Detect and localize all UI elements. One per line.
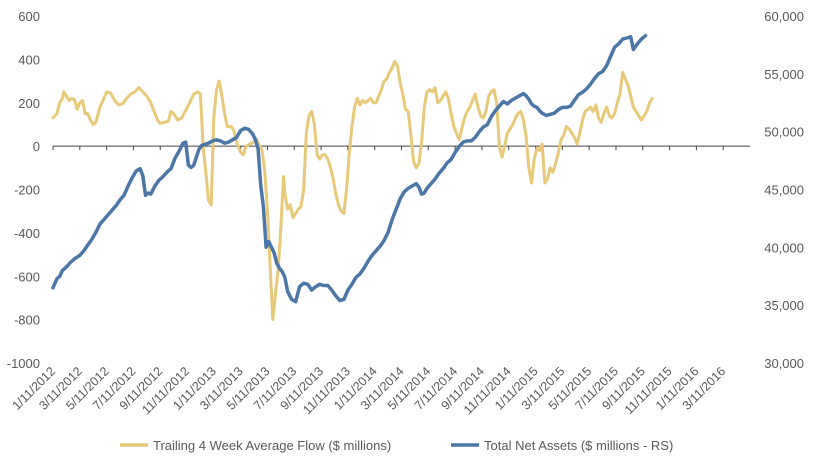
right-tick-label: 40,000 xyxy=(764,240,804,255)
left-tick-label: -600 xyxy=(14,269,40,284)
series-line-trailing-flow xyxy=(51,60,654,322)
left-tick-label: 0 xyxy=(33,139,40,154)
right-tick-label: 60,000 xyxy=(764,9,804,24)
right-tick-label: 30,000 xyxy=(764,356,804,371)
left-tick-label: -200 xyxy=(14,183,40,198)
x-axis-ticks: 1/11/20123/11/20125/11/20127/11/20129/11… xyxy=(10,146,728,417)
legend-label-flow: Trailing 4 Week Average Flow ($ millions… xyxy=(153,438,391,453)
series-layer xyxy=(51,33,654,322)
left-tick-label: 400 xyxy=(18,52,40,67)
left-tick-label: 600 xyxy=(18,9,40,24)
left-axis-ticks: -1000 -800 -600 -400 -200 0 200 400 600 xyxy=(7,9,40,371)
left-tick-label: -800 xyxy=(14,313,40,328)
left-tick-label: -400 xyxy=(14,226,40,241)
left-tick-label: 200 xyxy=(18,96,40,111)
right-tick-label: 45,000 xyxy=(764,183,804,198)
right-tick-label: 35,000 xyxy=(764,298,804,313)
right-tick-label: 55,000 xyxy=(764,67,804,82)
legend: Trailing 4 Week Average Flow ($ millions… xyxy=(120,438,673,453)
right-axis-ticks: 30,000 35,000 40,000 45,000 50,000 55,000 60,0… xyxy=(764,9,804,371)
legend-label-assets: Total Net Assets ($ millions - RS) xyxy=(484,438,673,453)
series-line-total-net-assets xyxy=(51,33,648,304)
right-tick-label: 50,000 xyxy=(764,125,804,140)
left-tick-label: -1000 xyxy=(7,356,40,371)
